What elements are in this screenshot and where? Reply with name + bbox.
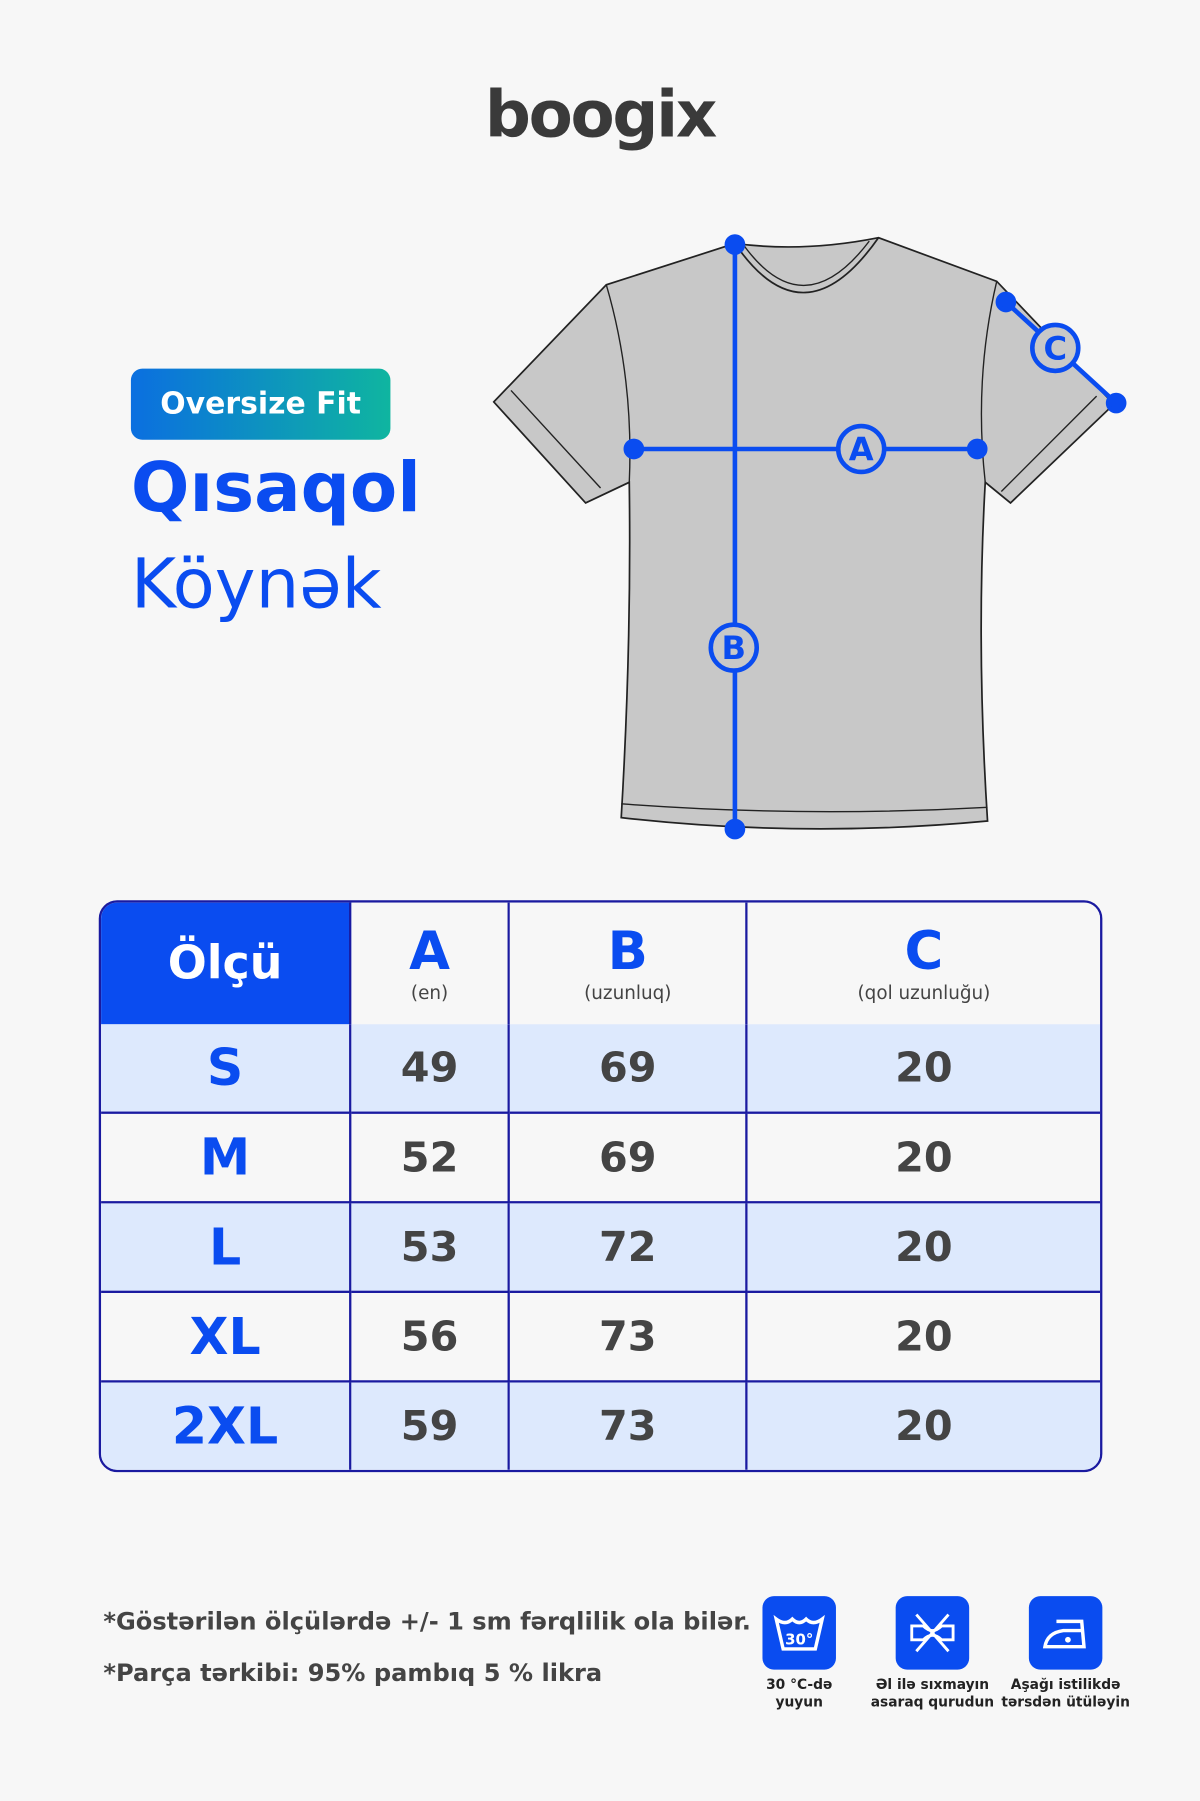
brand-logo: boogix: [484, 78, 717, 153]
col-a-header: A (en): [351, 902, 511, 1025]
svg-text:30°: 30°: [785, 1630, 813, 1648]
label-c: C: [1043, 329, 1067, 367]
care-wring: Əl ilə sıxmayın asaraq qurudun: [858, 1596, 1007, 1711]
product-title-line1: Qısaqol: [130, 447, 421, 529]
table-row: S 49 69 20: [101, 1024, 1101, 1114]
table-row: M 52 69 20: [101, 1113, 1101, 1204]
wash-30-icon: 30°: [762, 1596, 836, 1670]
notes: *Göstərilən ölçülərdə +/- 1 sm fərqlilik…: [103, 1596, 751, 1699]
care-wash: 30° 30 °C-də yuyun: [725, 1596, 874, 1711]
size-header: Ölçü: [101, 902, 352, 1025]
care-iron: Aşağı istilikdə tərsdən ütüləyin: [991, 1596, 1140, 1711]
tshirt-diagram: A B C: [492, 234, 1127, 840]
tshirt-body: [492, 236, 1116, 830]
table-row: XL 56 73 20: [101, 1292, 1101, 1383]
note-tolerance: *Göstərilən ölçülərdə +/- 1 sm fərqlilik…: [103, 1607, 751, 1636]
product-title-line2: Köynək: [130, 544, 382, 625]
label-a: A: [849, 430, 874, 468]
table-row: L 53 72 20: [101, 1203, 1101, 1293]
fit-badge: Oversize Fit: [130, 368, 391, 440]
note-fabric: *Parça tərkibi: 95% pambıq 5 % likra: [103, 1659, 603, 1687]
label-b: B: [722, 629, 746, 667]
col-b-header: B (uzunluq): [510, 902, 748, 1025]
table-row: 2XL 59 73 20: [101, 1382, 1101, 1470]
iron-low-icon: [1028, 1596, 1103, 1670]
col-c-header: C (qol uzunluğu): [747, 902, 1101, 1025]
do-not-wring-icon: [895, 1596, 970, 1670]
